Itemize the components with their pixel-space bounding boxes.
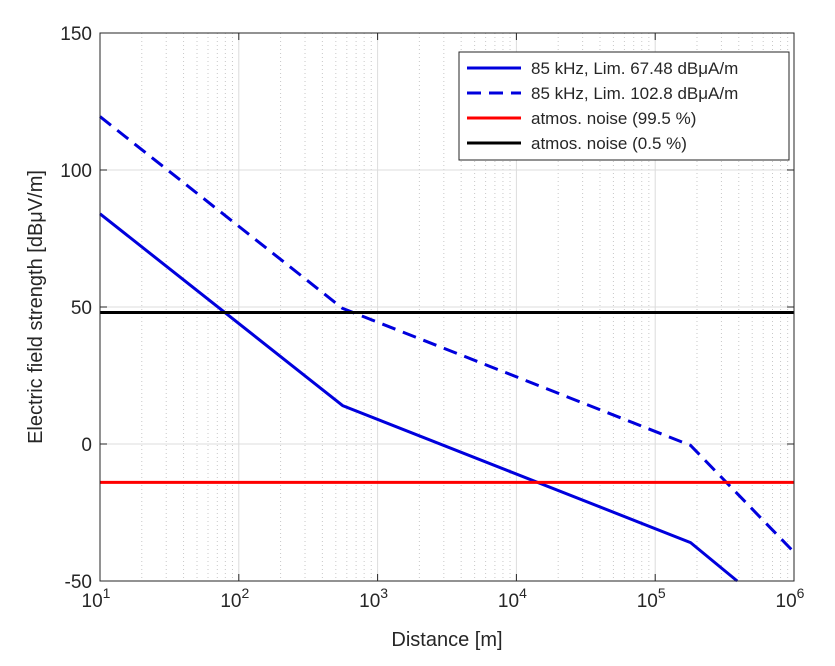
y-tick-label: 0 — [81, 435, 92, 456]
x-tick-label-exponent: 4 — [519, 585, 527, 601]
x-tick-label: 106 — [776, 585, 805, 612]
x-tick-label-exponent: 3 — [380, 585, 388, 601]
y-tick-label: 150 — [60, 24, 92, 45]
series-line-2 — [99, 115, 796, 554]
legend-entry-3: atmos. noise (99.5 %) — [531, 109, 696, 128]
x-tick-label-exponent: 6 — [797, 585, 805, 601]
y-tick-label: 100 — [60, 161, 92, 182]
x-tick-label-exponent: 2 — [241, 585, 249, 601]
x-tick-label: 101 — [82, 585, 111, 612]
x-tick-label: 105 — [637, 585, 666, 612]
series-line-1 — [99, 212, 739, 583]
x-tick-label: 104 — [498, 585, 527, 612]
legend: 85 kHz, Lim. 67.48 dBμA/m 85 kHz, Lim. 10… — [458, 51, 790, 161]
legend-entry-4: atmos. noise (0.5 %) — [531, 134, 687, 153]
x-tick-label-base: 10 — [776, 591, 797, 612]
legend-entry-1: 85 kHz, Lim. 67.48 dBμA/m — [531, 59, 738, 78]
legend-entry-2: 85 kHz, Lim. 102.8 dBμA/m — [531, 84, 738, 103]
x-tick-label-base: 10 — [82, 591, 103, 612]
y-tick-label: -50 — [65, 572, 92, 593]
x-tick-label: 103 — [359, 585, 388, 612]
x-tick-label-exponent: 5 — [658, 585, 666, 601]
x-tick-label: 102 — [220, 585, 249, 612]
x-tick-label-base: 10 — [359, 591, 380, 612]
x-tick-label-exponent: 1 — [103, 585, 111, 601]
x-tick-label-base: 10 — [220, 591, 241, 612]
x-axis-label: Distance [m] — [391, 629, 502, 651]
y-axis-label: Electric field strength [dBμV/m] — [25, 170, 47, 444]
series-layer — [99, 115, 796, 583]
x-tick-label-base: 10 — [498, 591, 519, 612]
x-tick-label-base: 10 — [637, 591, 658, 612]
y-tick-label: 50 — [71, 298, 92, 319]
